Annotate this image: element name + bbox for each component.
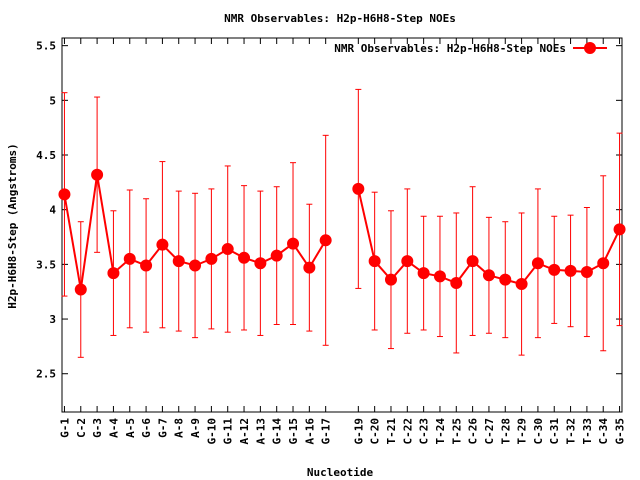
x-tick-label: G-35 (614, 418, 627, 445)
data-point (368, 255, 381, 268)
data-point (548, 263, 561, 276)
legend: NMR Observables: H2p-H6H8-Step NOEs (334, 42, 607, 55)
x-tick-label: A-4 (107, 418, 120, 438)
data-point (417, 267, 430, 280)
x-tick-label: A-8 (173, 418, 186, 438)
y-tick-label: 5 (49, 94, 56, 107)
x-tick-label: G-6 (140, 418, 153, 438)
data-point (433, 270, 446, 283)
legend-marker (584, 42, 596, 54)
x-tick-label: G-11 (222, 418, 235, 445)
x-tick-label: G-3 (91, 418, 104, 438)
data-point (254, 257, 267, 270)
y-tick-label: 4 (49, 204, 56, 217)
data-point (319, 234, 332, 247)
data-point (58, 188, 71, 201)
x-tick-label: A-16 (303, 418, 316, 445)
x-tick-label: C-34 (597, 418, 610, 445)
y-axis-label: H2p-H6H8-Step (Angstroms) (6, 143, 19, 309)
y-tick-label: 2.5 (36, 368, 56, 381)
x-tick-label: T-24 (434, 418, 447, 445)
x-tick-label: T-32 (565, 418, 578, 445)
data-point (613, 223, 626, 236)
data-point (238, 251, 251, 264)
x-axis: G-1 C-2 G-3 A-4 A-5 G-6 G-7 A-8 A-9 G-10 G-11 A-12 A… (58, 38, 627, 445)
data-point (205, 252, 218, 265)
x-tick-label: C-23 (418, 418, 431, 445)
data-point (189, 259, 202, 272)
data-point (384, 273, 397, 286)
data-point (564, 264, 577, 277)
x-axis-label: Nucleotide (307, 466, 374, 479)
data-point (123, 252, 136, 265)
data-point (482, 269, 495, 282)
data-point (221, 243, 234, 256)
data-point (172, 255, 185, 268)
x-tick-label: G-7 (156, 418, 169, 438)
x-tick-label: G-19 (352, 418, 365, 445)
legend-label: NMR Observables: H2p-H6H8-Step NOEs (334, 42, 566, 55)
x-tick-label: T-21 (385, 418, 398, 445)
data-point (91, 168, 104, 181)
x-tick-label: T-25 (450, 418, 463, 445)
data-point (287, 237, 300, 250)
x-tick-label: G-17 (320, 418, 333, 445)
data-point (466, 255, 479, 268)
y-axis: 2.5 3 3.5 4 4.5 5 5.5 (36, 40, 622, 381)
x-tick-label: C-30 (532, 418, 545, 445)
y-tick-label: 3 (49, 313, 56, 326)
x-tick-label: A-12 (238, 418, 251, 445)
data-point (74, 283, 87, 296)
x-tick-label: G-1 (58, 418, 71, 438)
x-tick-label: C-2 (75, 418, 88, 438)
data-point (597, 257, 610, 270)
data-point (352, 182, 365, 195)
data-point (499, 273, 512, 286)
x-tick-label: C-31 (548, 418, 561, 445)
data-point (580, 266, 593, 279)
x-tick-label: G-15 (287, 418, 300, 445)
x-tick-label: C-22 (401, 418, 414, 445)
x-tick-label: C-27 (483, 418, 496, 445)
x-tick-label: T-28 (499, 418, 512, 445)
x-tick-label: T-33 (581, 418, 594, 445)
data-point (303, 261, 316, 274)
data-point (401, 255, 414, 268)
y-tick-label: 5.5 (36, 40, 56, 53)
data-point (450, 276, 463, 289)
y-tick-label: 4.5 (36, 149, 56, 162)
data-point (107, 267, 120, 280)
data-point (140, 259, 153, 272)
x-tick-label: G-10 (205, 418, 218, 445)
chart-title: NMR Observables: H2p-H6H8-Step NOEs (224, 12, 456, 25)
x-tick-label: G-14 (271, 418, 284, 445)
x-tick-label: C-20 (369, 418, 382, 445)
data-point (156, 238, 169, 251)
data-point (515, 278, 528, 291)
x-tick-label: A-13 (254, 418, 267, 445)
x-tick-label: A-5 (124, 418, 137, 438)
x-tick-label: T-29 (516, 418, 529, 445)
data-point (531, 257, 544, 270)
series-layer (58, 88, 626, 358)
data-point (270, 249, 283, 262)
y-tick-label: 3.5 (36, 258, 56, 271)
x-tick-label: C-26 (467, 418, 480, 445)
x-tick-label: A-9 (189, 418, 202, 438)
